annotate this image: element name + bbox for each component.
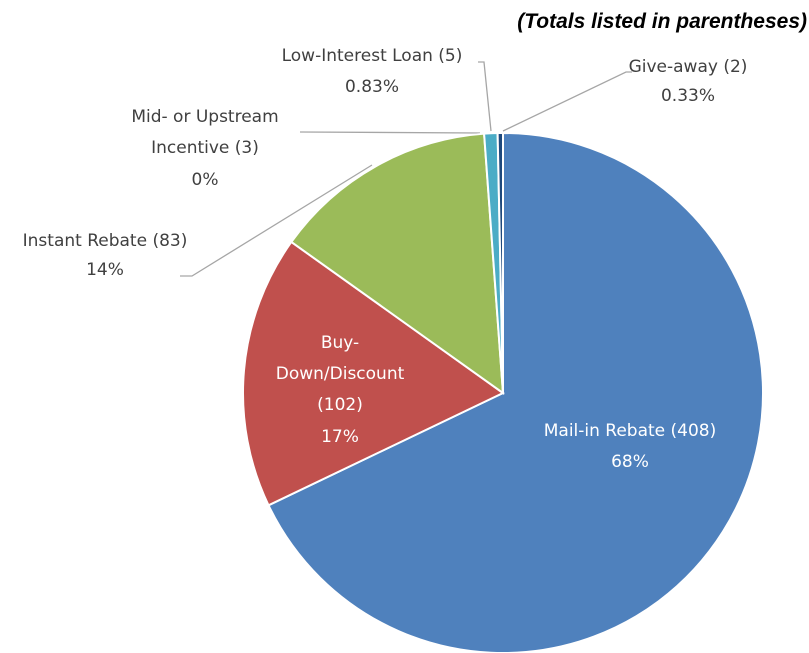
slice-value-label: 17% <box>321 427 359 447</box>
leader-line <box>299 131 481 134</box>
chart-title: (Totals listed in parentheses) <box>517 10 807 33</box>
leader-lines <box>180 61 632 277</box>
leader-line <box>180 164 373 277</box>
slice-label: Give-away (2) <box>628 57 748 77</box>
slice-label: Mid- or Upstream Incentive (3) <box>131 107 279 158</box>
slice-label: Mail-in Rebate (408) <box>543 421 717 441</box>
pie-slice <box>242 240 505 507</box>
slice-value-label: 68% <box>611 452 649 472</box>
slice-value-label: 0% <box>191 170 219 190</box>
slice-label: Low-Interest Loan (5) <box>281 46 463 66</box>
slice-label: Instant Rebate (83) <box>22 231 188 251</box>
pie-slice <box>289 132 505 396</box>
leader-line <box>478 61 492 132</box>
slices <box>242 131 764 653</box>
pie-slice <box>496 131 504 394</box>
pie-slice <box>267 131 764 653</box>
slice-value-label: 0.83% <box>344 77 399 97</box>
slice-value-label: 0.33% <box>660 86 715 106</box>
slice-value-label: 14% <box>86 260 124 280</box>
slice-label: Buy-Down/Discount (102) <box>275 333 405 415</box>
leader-line <box>502 71 632 132</box>
